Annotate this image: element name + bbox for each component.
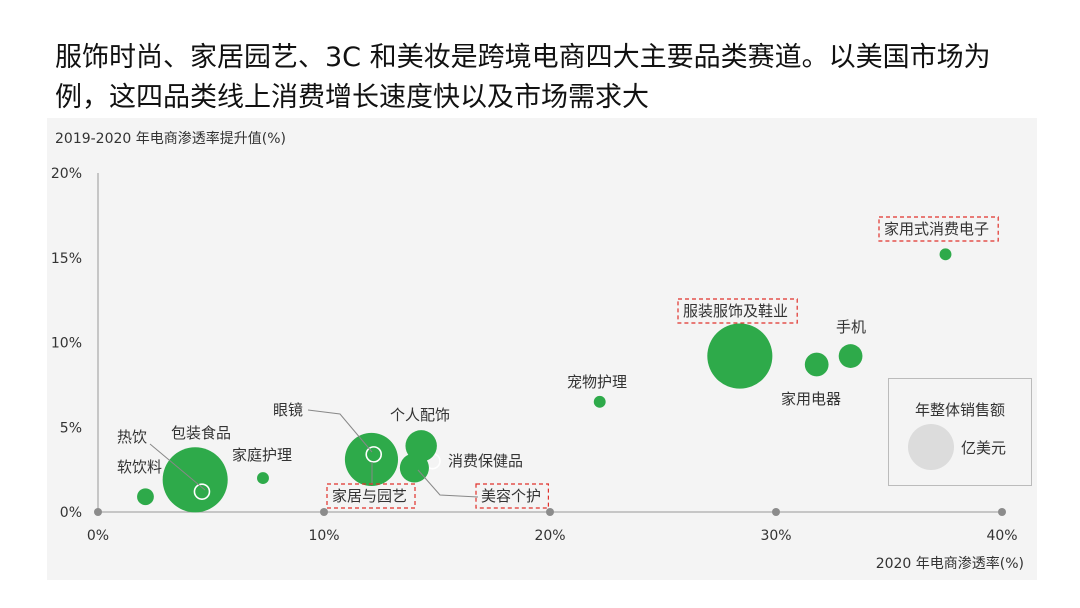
x-tick-label: 20%	[534, 528, 565, 544]
bubble-包装食品	[162, 447, 228, 513]
point-label: 个人配饰	[390, 406, 450, 424]
x-tick-label: 10%	[308, 528, 339, 544]
highlight-box	[326, 483, 416, 509]
x-tick-label: 0%	[87, 528, 109, 544]
x-tick-dot	[772, 508, 780, 516]
point-label: 热饮	[117, 428, 147, 446]
y-tick-label: 15%	[51, 251, 82, 267]
point-label: 家居与园艺	[332, 487, 407, 505]
point-label: 家庭护理	[232, 446, 292, 464]
bubble-软饮料	[137, 488, 154, 506]
y-tick-label: 5%	[60, 420, 82, 436]
point-label: 包装食品	[171, 424, 231, 442]
bubble-服装服饰及鞋业	[707, 323, 773, 389]
bubble-宠物护理	[593, 395, 606, 408]
highlight-box	[878, 216, 999, 242]
bubble-美容个护	[399, 453, 429, 483]
bubble-家用电器	[804, 352, 829, 377]
y-tick-label: 0%	[60, 505, 82, 521]
point-label: 软饮料	[117, 458, 162, 476]
legend-unit: 亿美元	[961, 439, 1007, 457]
y-tick-label: 10%	[51, 336, 82, 352]
y-tick-label: 20%	[51, 166, 82, 182]
x-tick-label: 40%	[986, 528, 1017, 544]
point-label: 美容个护	[481, 487, 541, 505]
highlight-box	[677, 298, 798, 324]
bubble-家用式消费电子	[939, 248, 952, 261]
highlight-box	[475, 483, 550, 509]
point-label: 家用电器	[781, 390, 841, 408]
x-tick-dot	[94, 508, 102, 516]
legend-title: 年整体销售额	[914, 401, 1005, 419]
x-tick-dot	[320, 508, 328, 516]
point-label: 宠物护理	[567, 373, 627, 391]
bubble-眼镜	[365, 446, 383, 463]
x-axis-label: 2020 年电商渗透率(%)	[875, 556, 1024, 572]
leader-line	[417, 469, 479, 498]
headline: 服饰时尚、家居园艺、3C 和美妆是跨境电商四大主要品类赛道。以美国市场为例，这四…	[55, 42, 991, 113]
point-label: 手机	[836, 318, 866, 336]
point-label: 服装服饰及鞋业	[683, 302, 788, 320]
legend-size-circle	[908, 424, 954, 470]
y-axis-label: 2019-2020 年电商渗透率提升值(%)	[55, 131, 286, 147]
x-tick-label: 30%	[760, 528, 791, 544]
legend: 年整体销售额 亿美元	[888, 378, 1032, 486]
leader-line	[149, 443, 206, 491]
point-label: 眼镜	[273, 401, 303, 419]
bubble-家庭护理	[257, 472, 269, 485]
x-tick-dot	[998, 508, 1006, 516]
bubble-家居与园艺	[344, 432, 399, 487]
point-label: 家用式消费电子	[884, 220, 989, 238]
point-label: 消费保健品	[448, 452, 523, 470]
leader-line	[307, 409, 373, 453]
x-tick-dot	[546, 508, 554, 516]
bubble-手机	[838, 344, 863, 368]
bubble-热饮	[193, 483, 211, 500]
